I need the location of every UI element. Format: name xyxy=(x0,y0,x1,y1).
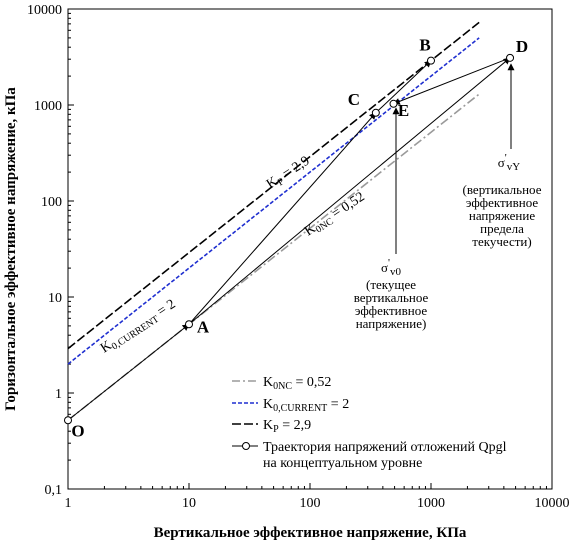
y-tick-label: 1000 xyxy=(34,99,62,114)
y-axis-title: Горизонтальное эффективное напряжение, к… xyxy=(3,87,19,411)
svg-text:σ'vY: σ'vY xyxy=(498,152,521,173)
line-label-k0current: K0,CURRENT = 2 xyxy=(98,297,180,358)
stress-path-segment xyxy=(392,57,511,105)
x-tick-label: 1 xyxy=(65,496,72,511)
sigma-v0-annotation: σ'v0 (текущее вертикальное эффективное н… xyxy=(354,257,429,331)
svg-text:эффективное: эффективное xyxy=(355,303,428,318)
legend-item-k0nc: K0NC = 0,52 xyxy=(232,375,331,392)
svg-text:вертикальное: вертикальное xyxy=(354,290,429,305)
svg-text:σ'v0: σ'v0 xyxy=(381,257,402,278)
svg-text:напряжение): напряжение) xyxy=(356,316,427,331)
point-label-a: A xyxy=(197,317,210,336)
point-label-b: B xyxy=(419,36,430,55)
point-label-e: E xyxy=(398,101,409,120)
svg-text:текучести): текучести) xyxy=(472,234,531,249)
y-tick-label: 1 xyxy=(55,387,62,402)
x-tick-label: 100 xyxy=(300,496,321,511)
stress-path xyxy=(64,53,515,425)
series-kp-line xyxy=(67,21,480,350)
stress-path-segment xyxy=(375,60,432,114)
y-tick-label: 10 xyxy=(48,291,62,306)
x-tick-label: 1000 xyxy=(417,496,445,511)
svg-text:K0,CURRENT = 2: K0,CURRENT = 2 xyxy=(263,397,349,414)
sigma-vy-annotation: σ'vY (вертикальное эффективное напряжени… xyxy=(463,152,542,249)
svg-text:(вертикальное: (вертикальное xyxy=(463,182,542,197)
svg-text:напряжение: напряжение xyxy=(469,208,535,223)
point-label-c: C xyxy=(348,90,360,109)
stress-path-marker xyxy=(185,320,193,329)
series-lines xyxy=(67,21,480,421)
y-tick-label: 100 xyxy=(41,195,62,210)
stress-path-marker xyxy=(506,53,515,62)
x-axis-title: Вертикальное эффективное напряжение, КПа xyxy=(154,525,467,541)
svg-text:эффективное: эффективное xyxy=(466,195,539,210)
svg-text:предела: предела xyxy=(480,221,524,236)
legend-item-kp: KP = 2,9 xyxy=(232,418,311,435)
line-label-k0nc: K0NC = 0,52 xyxy=(302,190,369,242)
svg-text:Траектория напряжений отложени: Траектория напряжений отложений Qpgl xyxy=(263,440,507,455)
stress-path-segment xyxy=(188,112,377,325)
point-label-o: O xyxy=(71,421,84,440)
plot-frame xyxy=(67,8,553,490)
stress-path-segment xyxy=(67,323,190,421)
svg-text:KP = 2,9: KP = 2,9 xyxy=(263,418,311,435)
legend-item-k0current: K0,CURRENT = 2 xyxy=(232,397,349,414)
y-tick-label: 10000 xyxy=(27,3,62,18)
stress-path-marker xyxy=(389,99,398,108)
series-k0current-line xyxy=(67,37,480,365)
legend: K0NC = 0,52 K0,CURRENT = 2 KP = 2,9 Трае… xyxy=(232,375,507,471)
x-tick-label: 10 xyxy=(182,496,196,511)
stress-path-marker xyxy=(64,416,72,425)
x-tick-label: 10000 xyxy=(535,496,570,511)
svg-text:(текущее: (текущее xyxy=(366,277,416,292)
stress-path-marker xyxy=(427,56,435,65)
point-labels: O A C B D E xyxy=(71,36,528,441)
stress-path-segment xyxy=(188,57,511,325)
point-label-d: D xyxy=(516,37,528,56)
legend-item-stress-path: Траектория напряжений отложений Qpgl на … xyxy=(232,440,507,471)
svg-text:K0NC = 0,52: K0NC = 0,52 xyxy=(263,375,331,392)
stress-path-marker xyxy=(371,108,380,117)
svg-text:на концептуальном уровне: на концептуальном уровне xyxy=(263,456,422,471)
y-tick-label: 0,1 xyxy=(45,483,63,498)
